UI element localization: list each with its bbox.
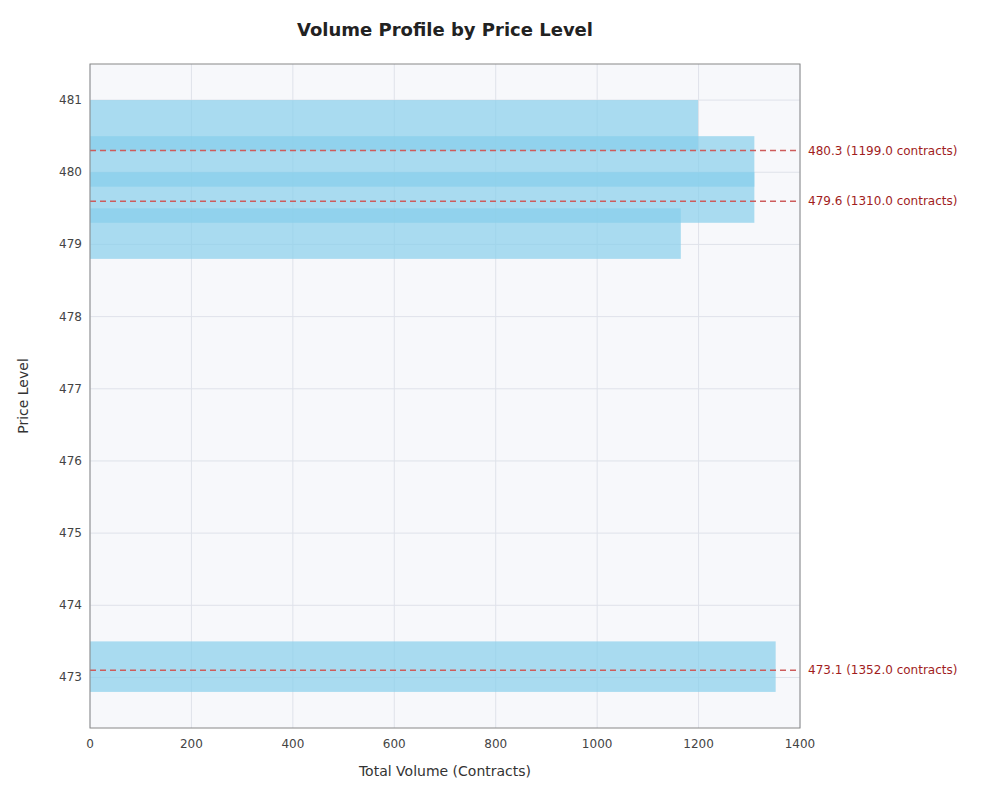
y-grid-line: [90, 533, 800, 534]
x-tick-label: 200: [180, 737, 203, 751]
grid: [90, 64, 800, 728]
y-tick-label: 480: [59, 165, 82, 179]
x-tick-label: 1000: [582, 737, 613, 751]
y-tick-label: 474: [59, 598, 82, 612]
key-level-label: 480.3 (1199.0 contracts): [808, 144, 957, 158]
axes: 0 200 400 600 800 1000 1200 1400 473 474 475 476 477…: [59, 93, 815, 751]
y-grid-line: [90, 460, 800, 461]
x-tick-label: 0: [86, 737, 94, 751]
y-tick-label: 478: [59, 310, 82, 324]
plot-background: [90, 64, 800, 728]
key-level-line: [90, 150, 800, 152]
y-tick-label: 473: [59, 670, 82, 684]
y-grid-line: [90, 388, 800, 389]
plot-frame: [90, 64, 800, 728]
bar: [90, 641, 776, 692]
y-tick-label: 476: [59, 454, 82, 468]
key-level-line: [90, 670, 800, 672]
x-tick-label: 1400: [785, 737, 816, 751]
y-tick-label: 479: [59, 237, 82, 251]
x-axis-label: Total Volume (Contracts): [358, 763, 531, 779]
y-grid-line: [90, 316, 800, 317]
key-level-lines: [90, 151, 800, 671]
key-level-line: [90, 200, 800, 202]
x-tick-label: 1200: [683, 737, 714, 751]
title: Volume Profile by Price Level: [297, 19, 593, 40]
y-grid-line: [90, 605, 800, 606]
x-tick-label: 800: [484, 737, 507, 751]
key-level-label: 479.6 (1310.0 contracts): [808, 194, 957, 208]
bar: [90, 208, 681, 259]
y-tick-label: 481: [59, 93, 82, 107]
key-level-label: 473.1 (1352.0 contracts): [808, 663, 957, 677]
x-tick-label: 600: [383, 737, 406, 751]
y-tick-label: 477: [59, 382, 82, 396]
bars: [90, 100, 776, 692]
y-tick-label: 475: [59, 526, 82, 540]
y-axis-label: Price Level: [15, 358, 31, 434]
key-level-labels: 480.3 (1199.0 contracts) 479.6 (1310.0 co…: [808, 144, 957, 678]
chart: 0 200 400 600 800 1000 1200 1400 473 474 475 476 477…: [0, 0, 1000, 800]
x-tick-label: 400: [281, 737, 304, 751]
